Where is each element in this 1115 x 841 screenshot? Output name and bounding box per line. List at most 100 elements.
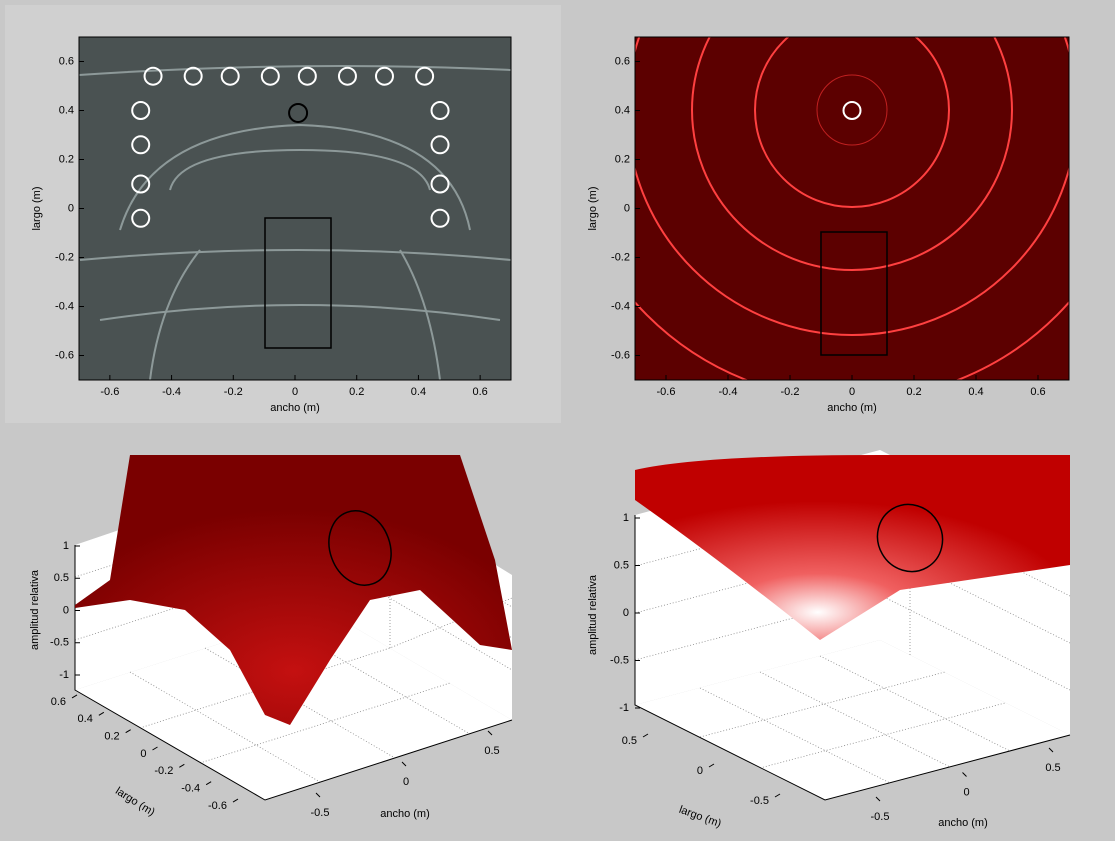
y-tick-label: 0.4 <box>78 713 93 725</box>
x-tick-label: -0.6 <box>657 386 676 398</box>
y-tick <box>708 763 715 768</box>
y-tick <box>774 793 781 798</box>
y-tick <box>71 694 78 699</box>
x-tick-label: 0.2 <box>349 386 364 398</box>
y-tick-label: -0.6 <box>55 349 74 361</box>
y-tick <box>125 729 131 734</box>
y-tick-label: -0.5 <box>750 795 769 807</box>
y-axis-label: largo (m) <box>31 186 43 230</box>
x-tick-label: -0.6 <box>100 386 119 398</box>
marker <box>220 66 240 86</box>
x-tick-label: 0.6 <box>1030 386 1045 398</box>
x-tick-label: 0 <box>403 776 409 788</box>
x-axis-label: ancho (m) <box>827 402 877 414</box>
y-tick-label: 0 <box>697 765 703 777</box>
marker <box>430 101 450 120</box>
heatmap-image <box>79 37 511 380</box>
y-axis-label: largo (m) <box>677 804 722 830</box>
surface-box <box>74 455 513 801</box>
marker <box>430 174 450 194</box>
z-tick-label: 0.5 <box>54 572 69 584</box>
y-tick-label: 0.2 <box>104 731 119 743</box>
marker <box>842 101 862 120</box>
x-tick-label: 0.6 <box>472 386 487 398</box>
marker <box>131 208 151 228</box>
x-tick-label: 0.5 <box>1045 762 1060 774</box>
x-tick-label: -0.2 <box>781 386 800 398</box>
marker <box>143 66 163 86</box>
marker <box>415 66 435 86</box>
z-axis-label: amplitud relativa <box>587 574 599 655</box>
marker <box>430 208 450 228</box>
x-tick-label: 0.4 <box>968 386 983 398</box>
y-tick <box>642 733 649 738</box>
z-tick-label: -0.5 <box>610 654 629 666</box>
y-tick-label: -0.4 <box>55 300 74 312</box>
z-tick-label: 1 <box>623 512 629 524</box>
surface-box <box>634 450 1071 801</box>
y-tick-label: 0.6 <box>615 55 630 67</box>
x-tick-label: -0.5 <box>311 807 330 819</box>
x-tick <box>962 772 967 777</box>
y-tick <box>232 798 239 803</box>
y-tick-label: 0.4 <box>59 104 74 116</box>
marker <box>131 101 151 120</box>
y-tick-label: 0.2 <box>615 153 630 165</box>
y-tick <box>179 763 185 768</box>
marker <box>297 66 317 86</box>
marker <box>131 174 151 194</box>
x-tick <box>875 796 881 802</box>
x-tick <box>1048 747 1054 753</box>
y-tick-label: -0.2 <box>154 765 173 777</box>
y-axis-label: largo (m) <box>113 785 157 819</box>
marker <box>374 66 394 86</box>
y-tick-label: -0.4 <box>181 783 200 795</box>
marker <box>131 135 151 155</box>
x-tick-label: -0.4 <box>162 386 181 398</box>
y-tick-label: 0.6 <box>59 55 74 67</box>
x-tick-label: 0.2 <box>906 386 921 398</box>
y-tick-label: -0.2 <box>55 251 74 263</box>
x-tick-label: 0 <box>292 386 298 398</box>
y-tick-label: -0.4 <box>611 300 630 312</box>
x-tick-label: 0.5 <box>484 745 499 757</box>
marker <box>337 66 357 86</box>
y-tick-label: 0.5 <box>622 735 637 747</box>
y-tick-label: 0 <box>624 202 630 214</box>
x-tick-label: 0 <box>849 386 855 398</box>
x-tick-label: -0.4 <box>719 386 738 398</box>
x-axis-label: ancho (m) <box>380 808 430 820</box>
y-axis-label: largo (m) <box>587 186 599 230</box>
heatmap-image <box>635 37 1069 380</box>
x-tick <box>487 730 493 736</box>
y-tick-label: -0.6 <box>208 800 227 812</box>
y-tick-label: 0.2 <box>59 153 74 165</box>
x-tick-label: -0.2 <box>224 386 243 398</box>
x-axis-label: ancho (m) <box>938 817 988 829</box>
marker <box>430 135 450 155</box>
y-tick <box>98 711 105 716</box>
y-tick <box>205 781 212 786</box>
x-axis-label: ancho (m) <box>270 402 320 414</box>
y-tick-label: -0.2 <box>611 251 630 263</box>
y-tick <box>152 746 158 751</box>
y-tick-label: 0.6 <box>51 696 66 708</box>
x-tick-label: 0.4 <box>411 386 426 398</box>
z-tick-label: -1 <box>619 702 629 714</box>
z-axis-label: amplitud relativa <box>29 569 41 650</box>
z-tick-label: 0 <box>623 607 629 619</box>
y-tick-label: -0.6 <box>611 349 630 361</box>
z-tick-label: 0.5 <box>614 559 629 571</box>
y-tick-label: 0 <box>140 748 146 760</box>
z-tick-label: 0 <box>63 604 69 616</box>
x-tick-label: 0 <box>963 786 969 798</box>
z-tick-label: -1 <box>59 669 69 681</box>
z-tick-label: -0.5 <box>50 637 69 649</box>
x-tick <box>401 761 407 767</box>
x-tick <box>315 792 321 798</box>
y-tick-label: 0.4 <box>615 104 630 116</box>
y-tick-label: 0 <box>68 202 74 214</box>
marker <box>183 66 203 86</box>
